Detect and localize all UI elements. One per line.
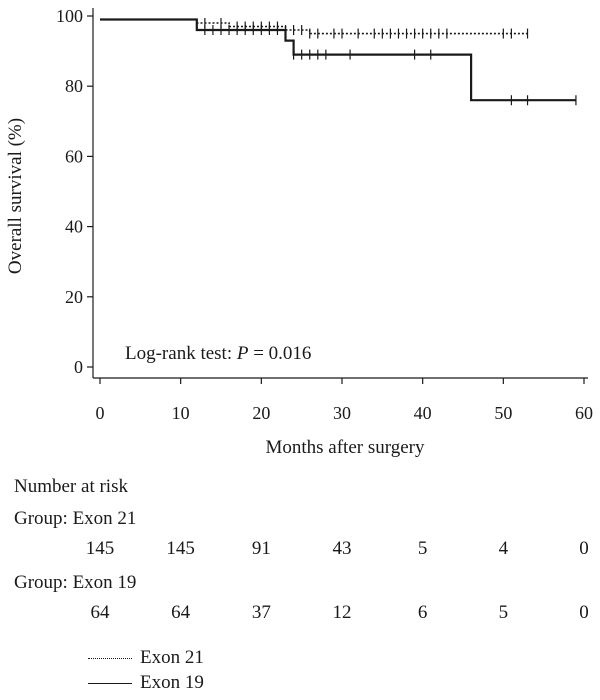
x-tick-label: 0 xyxy=(96,403,105,423)
risk-group-label-exon19: Group: Exon 19 xyxy=(14,572,137,593)
y-tick-label: 100 xyxy=(56,6,83,26)
risk-count: 6 xyxy=(417,602,428,623)
x-tick-label: 60 xyxy=(575,403,593,423)
x-tick-label: 50 xyxy=(494,403,512,423)
risk-count: 0 xyxy=(579,602,589,623)
risk-count: 91 xyxy=(251,538,271,559)
series-line-exon21 xyxy=(100,18,528,35)
risk-count: 0 xyxy=(579,538,589,559)
y-tick-label: 80 xyxy=(65,76,83,96)
risk-count: 5 xyxy=(417,538,428,559)
risk-count: 43 xyxy=(332,538,352,559)
y-tick-label: 20 xyxy=(65,287,83,307)
legend-exon21-label: Exon 21 xyxy=(140,647,204,668)
x-axis-label: Months after surgery xyxy=(265,437,425,458)
legend-exon19-line-icon xyxy=(88,683,132,684)
x-tick-label: 10 xyxy=(172,403,190,423)
legend-exon21-line-icon xyxy=(88,658,132,659)
survival-chart: 0 20 40 60 80 100 0 10 20 30 40 50 60 Overall surviv… xyxy=(5,6,593,458)
risk-table-title: Number at risk xyxy=(14,476,128,497)
risk-count: 37 xyxy=(251,602,271,623)
series-line-exon19 xyxy=(100,18,576,102)
risk-count: 64 xyxy=(90,602,110,623)
risk-count: 5 xyxy=(498,602,509,623)
x-tick-label: 20 xyxy=(252,403,270,423)
x-tick-label: 40 xyxy=(414,403,432,423)
y-axis-label: Overall survival (%) xyxy=(5,118,26,274)
risk-count: 4 xyxy=(498,538,509,559)
log-rank-annotation: Log-rank test: P = 0.016 xyxy=(125,343,311,364)
risk-count: 145 xyxy=(85,538,115,559)
risk-count: 12 xyxy=(332,602,352,623)
legend-exon19-label: Exon 19 xyxy=(140,672,204,693)
y-tick-label: 0 xyxy=(74,357,83,377)
x-tick-label: 30 xyxy=(333,403,351,423)
risk-group-label-exon21: Group: Exon 21 xyxy=(14,508,137,529)
risk-count: 64 xyxy=(171,602,191,623)
y-tick-label: 60 xyxy=(65,146,83,166)
y-tick-label: 40 xyxy=(65,217,83,237)
risk-count: 145 xyxy=(166,538,195,559)
